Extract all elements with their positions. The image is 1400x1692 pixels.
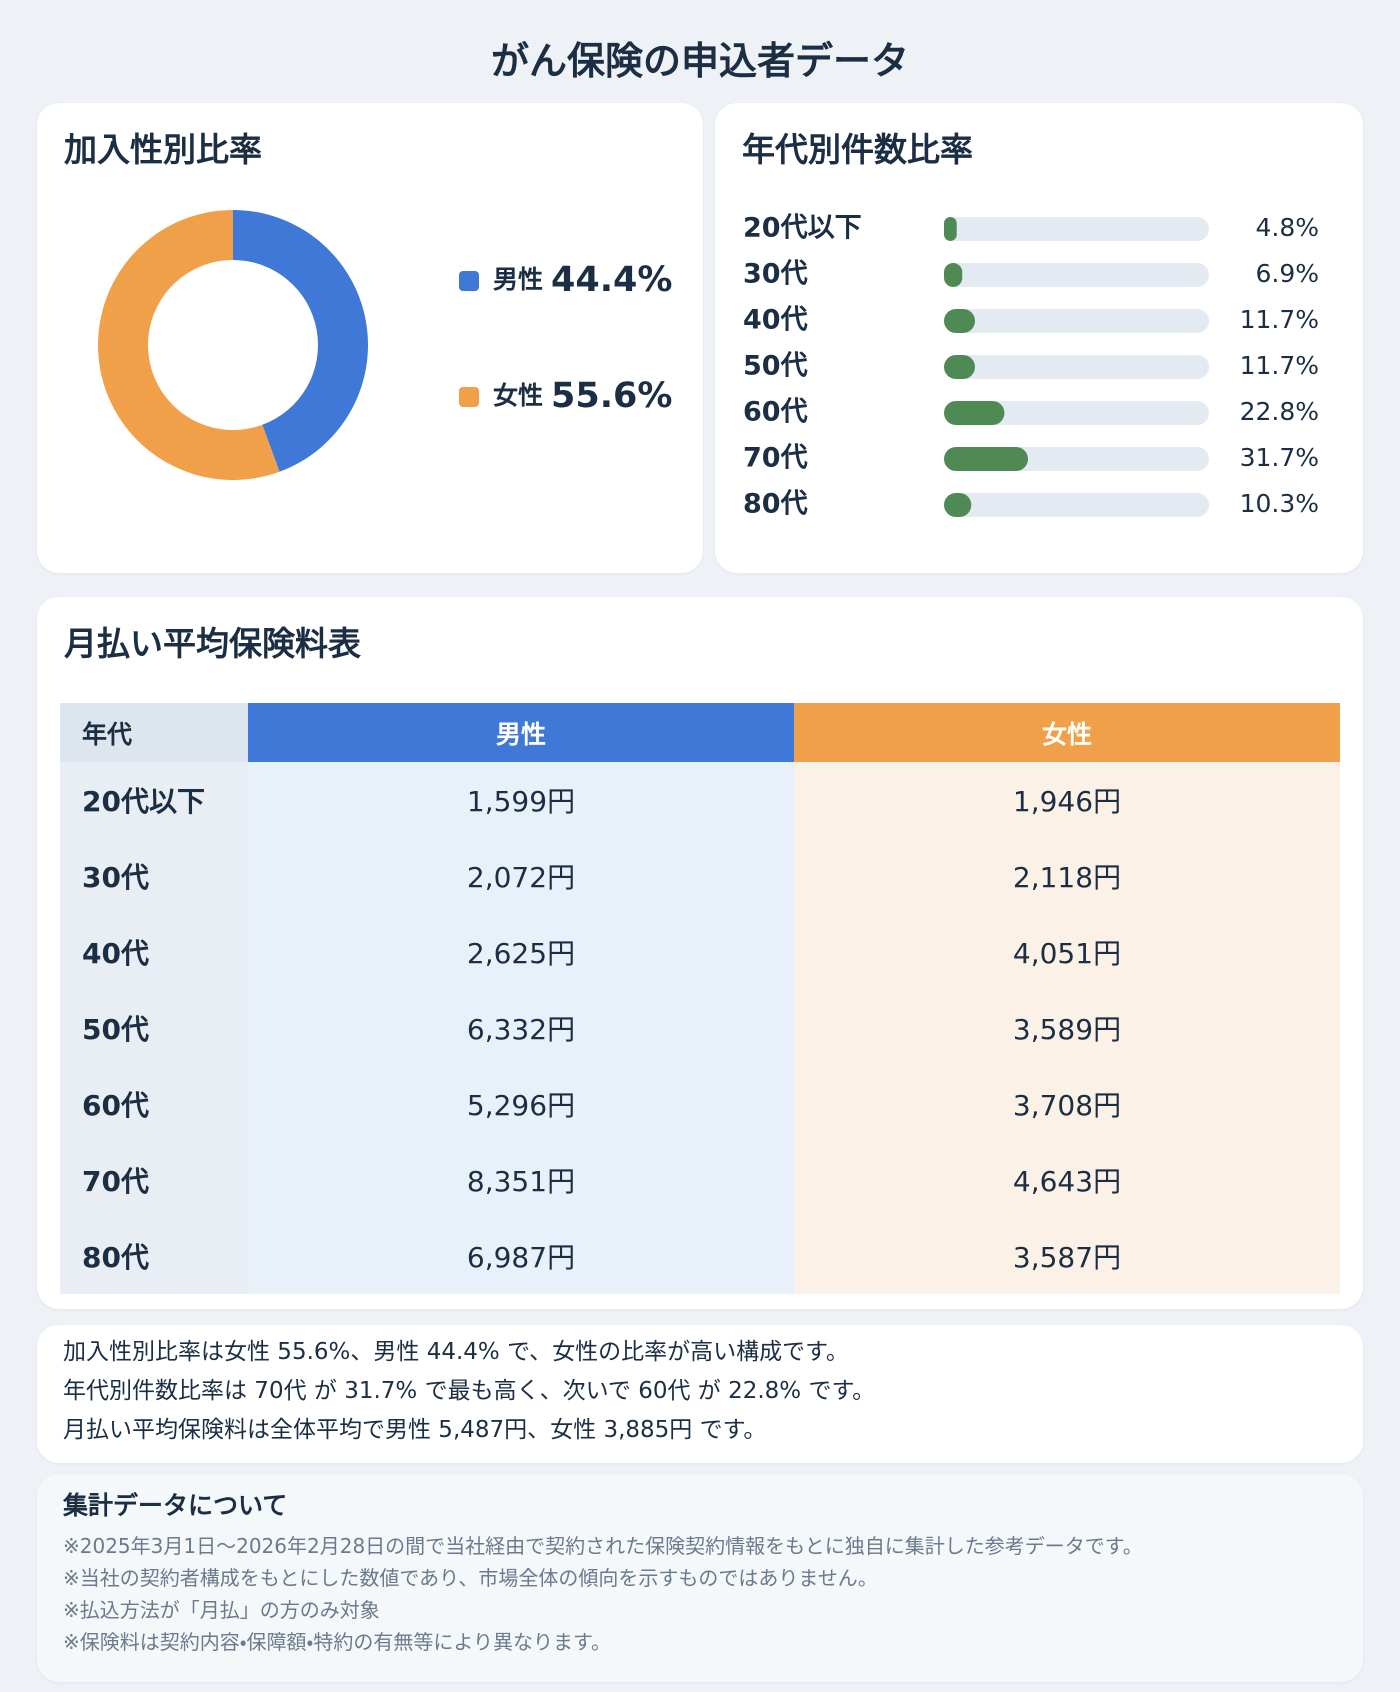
bar-chart: 20代以下 4.8% 30代 6.9% 40代 11.7% 50代 11.7% 60代 22.8%… — [743, 213, 1319, 520]
bar-track — [944, 355, 1209, 379]
table-card: 月払い平均保険料表 年代 男性 女性 20代以下 1,599円 1,946円 30代 2,07… — [37, 597, 1363, 1309]
note-line: ※払込方法が「月払」の方のみ対象 — [63, 1598, 380, 1622]
header-cell: 年代 — [60, 703, 248, 762]
donut-slice — [97, 210, 280, 480]
bar — [944, 493, 972, 517]
age-cell: 50代 — [60, 990, 248, 1066]
legend-entry: 男性 44.4% — [493, 260, 672, 300]
premium-cell: 2,072円 — [248, 838, 794, 914]
card-title: 月払い平均保険料表 — [64, 624, 361, 663]
premium-cell: 2,625円 — [248, 914, 794, 990]
value-label: 11.7% — [1240, 351, 1319, 380]
value-label: 31.7% — [1240, 443, 1319, 472]
bar — [944, 447, 1029, 471]
header-cell: 男性 — [248, 703, 794, 762]
premium-cell: 4,051円 — [794, 914, 1340, 990]
table-row: 70代 8,351円 4,643円 — [60, 1142, 1340, 1218]
premium-cell: 6,987円 — [248, 1218, 794, 1294]
premium-cell: 4,643円 — [794, 1142, 1340, 1218]
bar-track — [944, 401, 1209, 425]
legend-entry: 女性 55.6% — [493, 376, 672, 416]
premium-cell: 1,946円 — [794, 762, 1340, 838]
summary-line: 月払い平均保険料は全体平均で男性 5,487円、女性 3,885円 です。 — [63, 1417, 767, 1443]
bar — [944, 309, 976, 333]
age-card: 年代別件数比率 20代以下 4.8% 30代 6.9% 40代 11.7% 50代 11.7%… — [715, 103, 1363, 573]
table-row: 40代 2,625円 4,051円 — [60, 914, 1340, 990]
age-cell: 30代 — [60, 838, 248, 914]
premium-cell: 3,589円 — [794, 990, 1340, 1066]
bar — [944, 217, 957, 241]
table-row: 20代以下 1,599円 1,946円 — [60, 762, 1340, 838]
note-line: ※2025年3月1日〜2026年2月28日の間で当社経由で契約された保険契約情報… — [63, 1534, 1143, 1558]
bar — [944, 401, 1005, 425]
bar-track — [944, 493, 1209, 517]
premium-table: 年代 男性 女性 20代以下 1,599円 1,946円 30代 2,072円 2,118円 40… — [60, 703, 1340, 1294]
legend-name: 女性 — [493, 381, 543, 410]
card-title: 加入性別比率 — [64, 130, 262, 169]
summary-line: 年代別件数比率は 70代 が 31.7% で最も高く、次いで 60代 が 22.… — [63, 1378, 876, 1404]
value-label: 4.8% — [1255, 213, 1319, 242]
donut-chart: 男性 44.4% 女性 55.6% — [97, 210, 672, 480]
category-label: 80代 — [743, 489, 808, 520]
premium-cell: 5,296円 — [248, 1066, 794, 1142]
header-row: 年代 男性 女性 — [60, 703, 1340, 762]
note-line: ※保険料は契約内容・保障額・特約の有無等により異なります。 — [63, 1630, 611, 1654]
age-cell: 70代 — [60, 1142, 248, 1218]
age-cell: 40代 — [60, 914, 248, 990]
category-label: 30代 — [743, 259, 808, 290]
table-row: 50代 6,332円 3,589円 — [60, 990, 1340, 1066]
premium-cell: 6,332円 — [248, 990, 794, 1066]
value-label: 22.8% — [1240, 397, 1319, 426]
value-label: 11.7% — [1240, 305, 1319, 334]
bar — [944, 355, 976, 379]
notes-card: 集計データについて ※2025年3月1日〜2026年2月28日の間で当社経由で契約… — [37, 1474, 1363, 1682]
category-label: 60代 — [743, 397, 808, 428]
age-cell: 20代以下 — [60, 762, 248, 838]
gender-card: 加入性別比率 男性 44.4% 女性 55.6% — [37, 103, 703, 573]
table-row: 80代 6,987円 3,587円 — [60, 1218, 1340, 1294]
premium-cell: 3,587円 — [794, 1218, 1340, 1294]
header-cell: 女性 — [794, 703, 1340, 762]
premium-cell: 8,351円 — [248, 1142, 794, 1218]
bar-track — [944, 309, 1209, 333]
page-title: がん保険の申込者データ — [490, 39, 909, 83]
premium-cell: 1,599円 — [248, 762, 794, 838]
value-label: 10.3% — [1240, 489, 1319, 518]
legend-name: 男性 — [493, 265, 543, 294]
category-label: 20代以下 — [743, 213, 862, 244]
bar-track — [944, 263, 1209, 287]
premium-cell: 3,708円 — [794, 1066, 1340, 1142]
note-line: ※当社の契約者構成をもとにした数値であり、市場全体の傾向を示すものではありません… — [63, 1566, 878, 1590]
legend-swatch — [459, 271, 479, 291]
summary-card: 加入性別比率は女性 55.6%、男性 44.4% で、女性の比率が高い構成です。… — [37, 1325, 1363, 1463]
category-label: 70代 — [743, 443, 808, 474]
category-label: 50代 — [743, 351, 808, 382]
table-row: 60代 5,296円 3,708円 — [60, 1066, 1340, 1142]
donut-slice — [233, 210, 368, 472]
summary-line: 加入性別比率は女性 55.6%、男性 44.4% で、女性の比率が高い構成です。 — [63, 1339, 849, 1365]
bar-track — [944, 217, 1209, 241]
legend-value: 55.6% — [551, 376, 672, 416]
table-row: 30代 2,072円 2,118円 — [60, 838, 1340, 914]
legend-swatch — [459, 387, 479, 407]
category-label: 40代 — [743, 305, 808, 336]
age-cell: 80代 — [60, 1218, 248, 1294]
bar — [944, 263, 963, 287]
legend-value: 44.4% — [551, 260, 672, 300]
card-title: 年代別件数比率 — [742, 130, 973, 169]
age-cell: 60代 — [60, 1066, 248, 1142]
value-label: 6.9% — [1255, 259, 1319, 288]
premium-cell: 2,118円 — [794, 838, 1340, 914]
notes-title: 集計データについて — [63, 1491, 288, 1520]
